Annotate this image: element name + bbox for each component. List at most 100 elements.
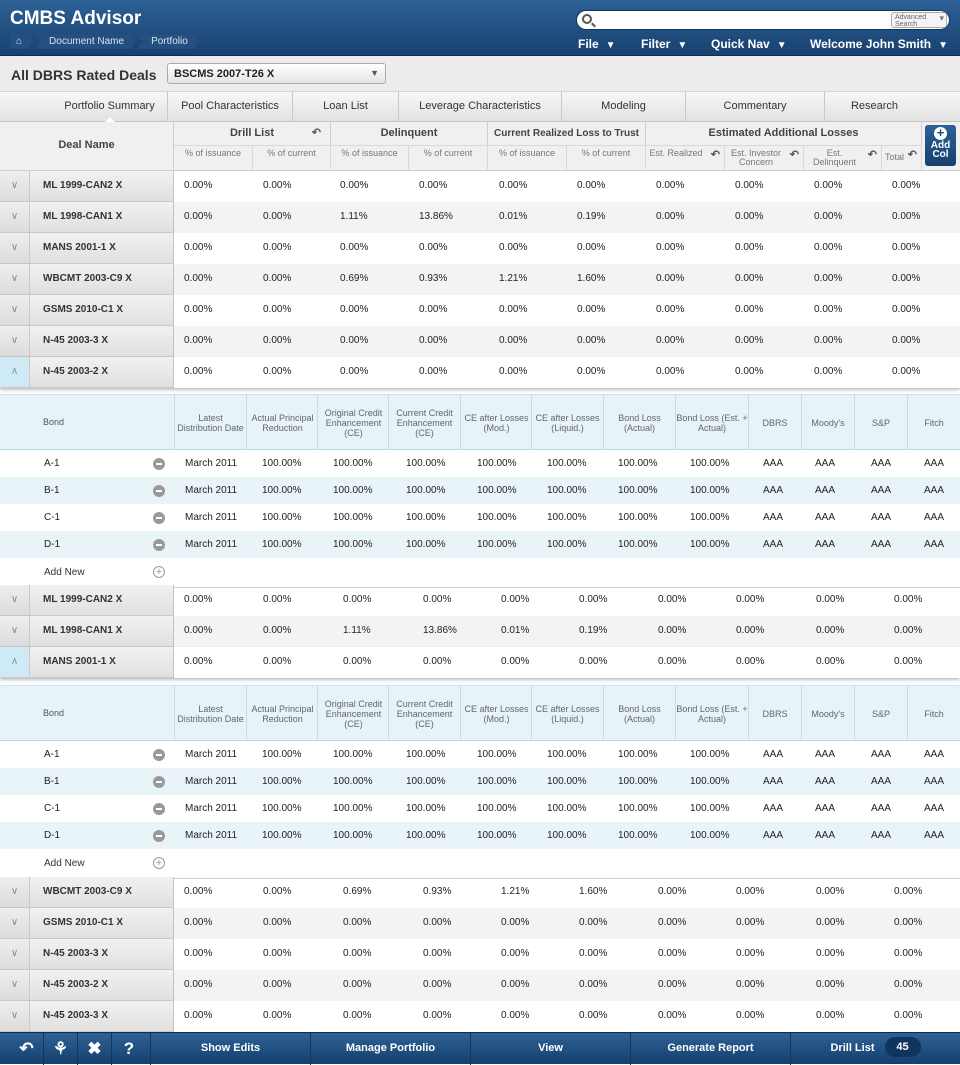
bond-column-header[interactable]: Actual Principal Reduction: [246, 395, 318, 450]
collapse-icon[interactable]: ∧: [0, 357, 30, 388]
deal-row[interactable]: ∧ MANS 2001-1 X 0.00% 0.00% 0.00% 0.00% 0.00% 0…: [0, 647, 960, 678]
sub-header[interactable]: % of current: [409, 146, 488, 170]
sub-header[interactable]: Est. Investor Concern ↶: [725, 146, 804, 170]
bond-row[interactable]: B-1 March 2011 100.00% 100.00% 100.00% 100.00…: [0, 768, 960, 795]
remove-icon[interactable]: [153, 485, 165, 497]
bond-column-header[interactable]: CE after Losses (Mod.): [460, 395, 532, 450]
tab-research[interactable]: Research: [824, 92, 924, 122]
tab-leverage-characteristics[interactable]: Leverage Characteristics: [398, 92, 561, 122]
deal-name-cell[interactable]: ML 1999-CAN2 X: [30, 171, 174, 202]
tab-portfolio-summary[interactable]: Portfolio Summary: [58, 92, 161, 123]
deal-row[interactable]: ∨ GSMS 2010-C1 X 0.00% 0.00% 0.00% 0.00% 0.00%…: [0, 908, 960, 939]
expand-icon[interactable]: ∨: [0, 939, 30, 970]
deal-name-cell[interactable]: ML 1998-CAN1 X: [30, 202, 174, 233]
bond-column-header[interactable]: Bond Loss (Actual): [603, 395, 675, 450]
deal-name-cell[interactable]: ML 1999-CAN2 X: [30, 585, 174, 616]
search-input[interactable]: [599, 13, 889, 28]
undo-icon[interactable]: ↶: [789, 149, 799, 161]
collapse-icon[interactable]: ∧: [0, 647, 30, 678]
bond-column-header[interactable]: CE after Losses (Liquid.): [531, 686, 603, 741]
expand-icon[interactable]: ∨: [0, 616, 30, 647]
deal-name-cell[interactable]: WBCMT 2003-C9 X: [30, 877, 174, 908]
expand-icon[interactable]: ∨: [0, 326, 30, 357]
bond-column-header[interactable]: Bond Loss (Est. + Actual): [675, 686, 748, 741]
deal-name-cell[interactable]: MANS 2001-1 X: [30, 647, 174, 678]
view-button[interactable]: View: [470, 1033, 630, 1065]
bond-column-header[interactable]: Latest Distribution Date: [174, 395, 246, 450]
deal-row[interactable]: ∨ ML 1999-CAN2 X 0.00% 0.00% 0.00% 0.00% 0.00%…: [0, 585, 960, 616]
bond-row[interactable]: C-1 March 2011 100.00% 100.00% 100.00% 100.00…: [0, 504, 960, 531]
add-new-bond-row[interactable]: Add New +: [0, 849, 960, 879]
expand-icon[interactable]: ∨: [0, 264, 30, 295]
bond-column-header[interactable]: CE after Losses (Mod.): [460, 686, 532, 741]
deal-row[interactable]: ∨ ML 1998-CAN1 X 0.00% 0.00% 1.11% 13.86% 0.01…: [0, 616, 960, 647]
bond-column-header[interactable]: Original Credit Enhancement (CE): [317, 686, 389, 741]
deal-row[interactable]: ∨ N-45 2003-3 X 0.00% 0.00% 0.00% 0.00% 0.00% 0…: [0, 326, 960, 357]
manage-portfolio-button[interactable]: Manage Portfolio: [310, 1033, 470, 1065]
realized-loss-header[interactable]: Current Realized Loss to Trust: [488, 122, 646, 146]
deal-name-cell[interactable]: N-45 2003-3 X: [30, 1001, 174, 1032]
deal-name-cell[interactable]: N-45 2003-2 X: [30, 357, 174, 388]
breadcrumb-portfolio[interactable]: Portfolio: [137, 34, 200, 49]
bond-column-header[interactable]: Moody's: [801, 395, 854, 450]
remove-icon[interactable]: [153, 776, 165, 788]
deal-name-cell[interactable]: GSMS 2010-C1 X: [30, 908, 174, 939]
bond-column-header[interactable]: Actual Principal Reduction: [246, 686, 318, 741]
tab-pool-characteristics[interactable]: Pool Characteristics: [167, 92, 292, 122]
drill-list-button[interactable]: Drill List 45: [790, 1033, 960, 1065]
expand-icon[interactable]: ∨: [0, 908, 30, 939]
bond-column-header[interactable]: Latest Distribution Date: [174, 686, 246, 741]
add-icon[interactable]: +: [153, 566, 165, 578]
undo-icon[interactable]: ↶: [867, 149, 877, 161]
deal-row[interactable]: ∨ ML 1998-CAN1 X 0.00% 0.00% 1.11% 13.86% 0.01…: [0, 202, 960, 233]
estimated-losses-header[interactable]: Estimated Additional Losses: [646, 122, 922, 146]
bond-row[interactable]: A-1 March 2011 100.00% 100.00% 100.00% 100.00…: [0, 450, 960, 477]
advanced-search-dropdown[interactable]: Advanced Search: [891, 12, 947, 28]
file-menu[interactable]: File ▼: [578, 37, 616, 51]
undo-icon[interactable]: ↶: [311, 127, 321, 139]
remove-icon[interactable]: [153, 803, 165, 815]
undo-icon[interactable]: ↶: [907, 149, 917, 161]
bond-row[interactable]: D-1 March 2011 100.00% 100.00% 100.00% 100.00…: [0, 531, 960, 558]
bond-column-header[interactable]: Moody's: [801, 686, 854, 741]
expand-icon[interactable]: ∨: [0, 1001, 30, 1032]
deal-name-cell[interactable]: N-45 2003-3 X: [30, 939, 174, 970]
deal-name-header[interactable]: Deal Name: [0, 122, 174, 171]
sub-header[interactable]: % of current: [253, 146, 331, 170]
bond-column-header[interactable]: S&P: [854, 395, 907, 450]
pdf-icon[interactable]: ⚘: [44, 1033, 78, 1065]
bond-column-header[interactable]: DBRS: [748, 395, 801, 450]
deal-name-cell[interactable]: GSMS 2010-C1 X: [30, 295, 174, 326]
remove-icon[interactable]: [153, 830, 165, 842]
deal-row[interactable]: ∨ N-45 2003-3 X 0.00% 0.00% 0.00% 0.00% 0.00% 0…: [0, 939, 960, 970]
expand-icon[interactable]: ∨: [0, 877, 30, 908]
home-icon[interactable]: ⌂: [10, 34, 34, 49]
show-edits-button[interactable]: Show Edits: [150, 1033, 310, 1065]
remove-icon[interactable]: [153, 458, 165, 470]
expand-icon[interactable]: ∨: [0, 970, 30, 1001]
bond-column-header[interactable]: DBRS: [748, 686, 801, 741]
filter-menu[interactable]: Filter ▼: [641, 37, 687, 51]
expand-icon[interactable]: ∨: [0, 295, 30, 326]
bond-row[interactable]: C-1 March 2011 100.00% 100.00% 100.00% 100.00…: [0, 795, 960, 822]
deal-row[interactable]: ∨ N-45 2003-2 X 0.00% 0.00% 0.00% 0.00% 0.00% 0…: [0, 970, 960, 1001]
bond-column-header[interactable]: CE after Losses (Liquid.): [531, 395, 603, 450]
deal-row[interactable]: ∨ N-45 2003-3 X 0.00% 0.00% 0.00% 0.00% 0.00% 0…: [0, 1001, 960, 1032]
generate-report-button[interactable]: Generate Report: [630, 1033, 790, 1065]
add-icon[interactable]: +: [153, 857, 165, 869]
expand-icon[interactable]: ∨: [0, 171, 30, 202]
bond-column-header[interactable]: Bond Loss (Est. + Actual): [675, 395, 748, 450]
breadcrumb-document[interactable]: Document Name: [35, 34, 136, 49]
bond-column-header[interactable]: Fitch: [907, 395, 960, 450]
deal-name-cell[interactable]: N-45 2003-2 X: [30, 970, 174, 1001]
tab-loan-list[interactable]: Loan List: [292, 92, 398, 122]
drill-list-header[interactable]: Drill List ↶: [174, 122, 331, 146]
add-new-bond-row[interactable]: Add New +: [0, 558, 960, 588]
add-column-button[interactable]: + Add Col: [925, 125, 956, 166]
expand-icon[interactable]: ∨: [0, 202, 30, 233]
quick-nav-menu[interactable]: Quick Nav ▼: [711, 37, 787, 51]
bond-column-header[interactable]: Fitch: [907, 686, 960, 741]
deal-row[interactable]: ∨ WBCMT 2003-C9 X 0.00% 0.00% 0.69% 0.93% 1.21…: [0, 877, 960, 908]
bond-column-header[interactable]: Original Credit Enhancement (CE): [317, 395, 389, 450]
sub-header[interactable]: % of current: [567, 146, 646, 170]
